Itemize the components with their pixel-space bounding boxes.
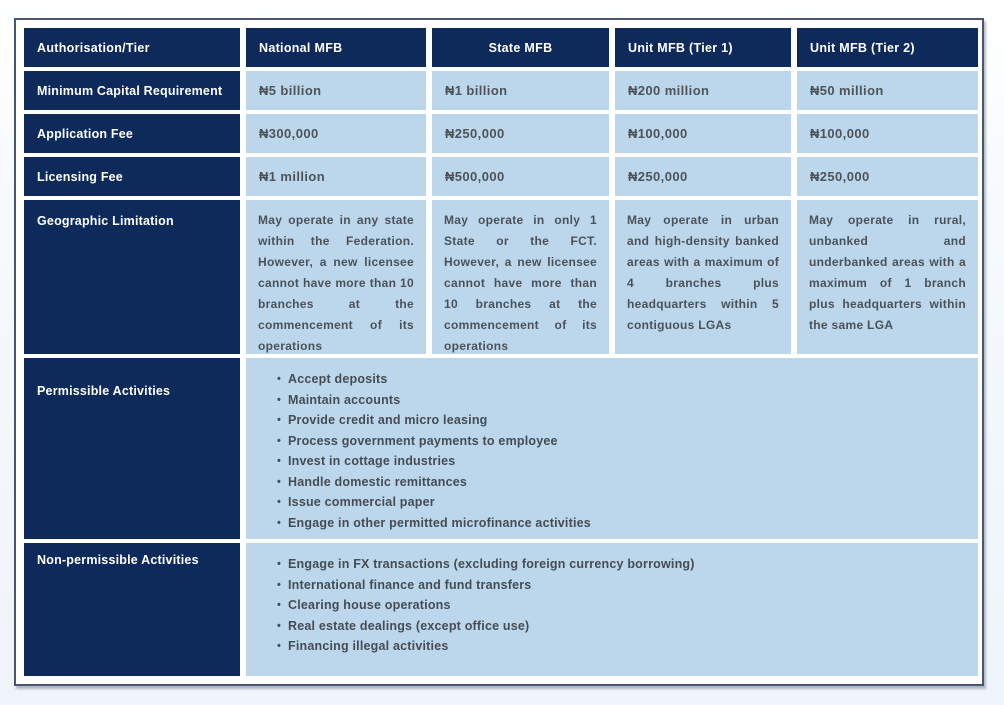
row-label-permissible-activities: Permissible Activities	[24, 358, 240, 539]
bullet-icon: •	[276, 516, 282, 529]
list-item: • International finance and fund transfer…	[270, 575, 978, 596]
bullet-icon: •	[276, 599, 282, 611]
list-item: • Handle domestic remittances	[270, 472, 978, 493]
list-item: • Maintain accounts	[270, 390, 978, 411]
list-item-text: Real estate dealings (except office use)	[288, 618, 530, 633]
cell-permissible-activities-list: • Accept deposits • Maintain accounts • Pro…	[246, 358, 978, 539]
list-item-text: Financing illegal activities	[288, 639, 449, 653]
bullet-icon: •	[276, 558, 282, 570]
list-item-text: International finance and fund transfers	[288, 577, 532, 592]
bullet-icon: •	[276, 414, 282, 426]
cell-application-fee-unit-tier1: ₦100,000	[615, 114, 791, 153]
row-label-geographic-limitation: Geographic Limitation	[24, 200, 240, 354]
list-item: • Engage in FX transactions (excluding fo…	[270, 554, 978, 575]
cell-geographic-unit-tier1: May operate in urban and high-density ba…	[615, 200, 791, 354]
cell-application-fee-unit-tier2: ₦100,000	[797, 114, 978, 153]
row-label-application-fee: Application Fee	[24, 114, 240, 153]
cell-licensing-fee-unit-tier1: ₦250,000	[615, 157, 791, 196]
bullet-icon: •	[276, 393, 282, 406]
list-item-text: Issue commercial paper	[288, 495, 435, 509]
header-cell-unit-mfb-tier1: Unit MFB (Tier 1)	[615, 28, 791, 67]
cell-min-capital-state: ₦1 billion	[432, 71, 609, 110]
list-item: • Process government payments to employee	[270, 431, 978, 452]
cell-application-fee-national: ₦300,000	[246, 114, 426, 153]
table-grid: Authorisation/Tier National MFB State MF…	[24, 28, 978, 676]
list-item: • Accept deposits	[270, 369, 978, 390]
bullet-icon: •	[276, 455, 282, 467]
cell-licensing-fee-national: ₦1 million	[246, 157, 426, 196]
list-item: • Provide credit and micro leasing	[270, 410, 978, 431]
cell-min-capital-unit-tier1: ₦200 million	[615, 71, 791, 110]
bullet-icon: •	[276, 373, 282, 385]
cell-geographic-state: May operate in only 1 State or the FCT. …	[432, 200, 609, 354]
bullet-icon: •	[276, 475, 282, 488]
list-item-text: Clearing house operations	[288, 598, 451, 612]
list-item-text: Process government payments to employee	[288, 433, 558, 448]
list-item-text: Maintain accounts	[288, 392, 401, 407]
bullet-icon: •	[276, 619, 282, 632]
cell-non-permissible-activities-list: • Engage in FX transactions (excluding fo…	[246, 543, 978, 676]
mfb-tier-comparison-table: Authorisation/Tier National MFB State MF…	[14, 18, 984, 686]
list-item-text: Engage in FX transactions (excluding for…	[288, 557, 695, 571]
row-label-licensing-fee: Licensing Fee	[24, 157, 240, 196]
bullet-icon: •	[276, 496, 282, 508]
header-cell-unit-mfb-tier2: Unit MFB (Tier 2)	[797, 28, 978, 67]
list-item: • Clearing house operations	[270, 595, 978, 616]
bullet-icon: •	[276, 434, 282, 447]
list-item-text: Accept deposits	[288, 372, 388, 386]
header-cell-authorisation-tier: Authorisation/Tier	[24, 28, 240, 67]
list-item: • Real estate dealings (except office use…	[270, 616, 978, 637]
cell-geographic-national: May operate in any state within the Fede…	[246, 200, 426, 354]
list-item: • Issue commercial paper	[270, 492, 978, 513]
cell-min-capital-national: ₦5 billion	[246, 71, 426, 110]
cell-geographic-unit-tier2: May operate in rural, unbanked and under…	[797, 200, 978, 354]
list-item-text: Provide credit and micro leasing	[288, 413, 488, 427]
list-item: • Invest in cottage industries	[270, 451, 978, 472]
cell-min-capital-unit-tier2: ₦50 million	[797, 71, 978, 110]
cell-licensing-fee-unit-tier2: ₦250,000	[797, 157, 978, 196]
cell-licensing-fee-state: ₦500,000	[432, 157, 609, 196]
header-cell-national-mfb: National MFB	[246, 28, 426, 67]
list-item-text: Handle domestic remittances	[288, 474, 468, 489]
list-item-text: Invest in cottage industries	[288, 454, 456, 468]
list-item-text: Engage in other permitted microfinance a…	[288, 515, 591, 530]
row-label-non-permissible-activities: Non-permissible Activities	[24, 543, 240, 676]
list-item: • Financing illegal activities	[270, 636, 978, 657]
list-item: • Engage in other permitted microfinance …	[270, 513, 978, 534]
bullet-icon: •	[276, 640, 282, 652]
bullet-icon: •	[276, 578, 282, 591]
header-cell-state-mfb: State MFB	[432, 28, 609, 67]
row-label-minimum-capital-requirement: Minimum Capital Requirement	[24, 71, 240, 110]
cell-application-fee-state: ₦250,000	[432, 114, 609, 153]
